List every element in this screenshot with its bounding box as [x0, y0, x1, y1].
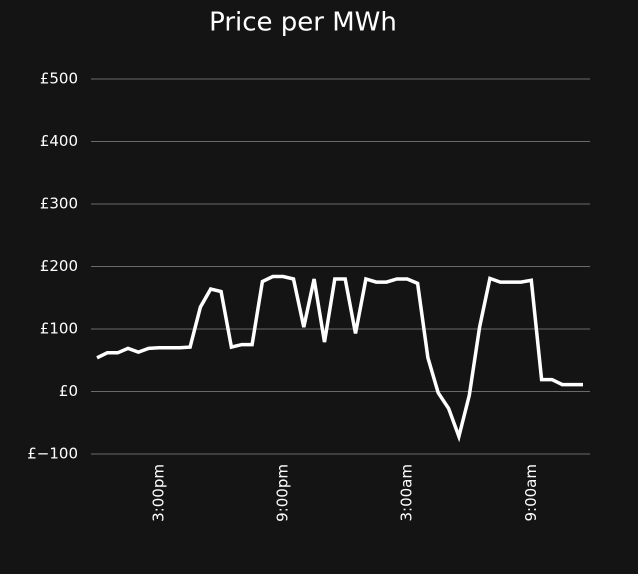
y-tick-label: £−100 — [27, 445, 78, 463]
chart-title: Price per MWh — [209, 8, 397, 38]
y-tick-label: £500 — [40, 70, 78, 88]
x-tick-label: 9:00am — [522, 464, 540, 522]
x-tick-label: 3:00am — [398, 464, 416, 522]
data-line — [96, 274, 583, 443]
x-tick-label: 3:00pm — [150, 464, 168, 522]
x-tick-label: 9:00pm — [274, 464, 292, 522]
y-tick-label: £300 — [40, 195, 78, 213]
y-tick-label: £400 — [40, 132, 78, 150]
y-tick-label: £100 — [40, 320, 78, 338]
y-tick-label: £0 — [59, 382, 78, 400]
y-tick-label: £200 — [40, 257, 78, 275]
